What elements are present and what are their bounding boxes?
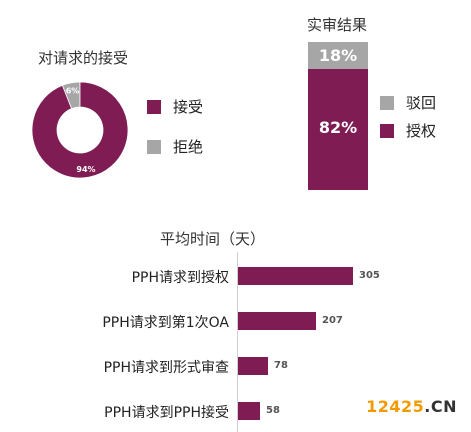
stacked-segment-reject (308, 42, 368, 69)
hbar-value-2: 78 (274, 360, 288, 371)
watermark-dot: . (424, 397, 431, 416)
legend-label-grant: 授权 (406, 122, 437, 140)
donut-slice-label-0: 94% (76, 165, 95, 174)
hbar-category-1: PPH请求到第1次OA (102, 315, 229, 331)
hbar-category-2: PPH请求到形式审查 (103, 360, 229, 376)
legend-swatch-reject (147, 139, 161, 154)
hbar-value-0: 305 (359, 270, 380, 281)
stacked-chart-title: 实审结果 (307, 16, 368, 34)
stacked-legend-grant: 授权 (380, 120, 436, 141)
hbar-bar-2 (238, 357, 268, 375)
hbar-category-0: PPH请求到授权 (131, 270, 229, 286)
stacked-segment-grant (308, 69, 368, 190)
stacked-legend-reject: 驳回 (380, 92, 436, 113)
legend-swatch-grant (380, 123, 394, 138)
stacked-bar: 18% 82% (308, 42, 368, 190)
watermark-suffix: CN (430, 397, 457, 416)
hbar-chart-title: 平均时间（天） (160, 230, 266, 248)
legend-swatch-reject-2 (380, 95, 394, 110)
legend-swatch-accept (147, 99, 161, 114)
hbar-value-3: 58 (266, 405, 280, 416)
watermark-number: 12425 (366, 397, 425, 416)
legend-label-reject-2: 驳回 (406, 94, 437, 112)
stacked-label-grant: 82% (318, 117, 358, 137)
legend-label-reject: 拒绝 (173, 138, 204, 156)
hbar-bar-3 (238, 402, 260, 420)
legend-label-accept: 接受 (173, 98, 204, 116)
donut-legend-accept: 接受 (147, 96, 203, 117)
hbar-bar-1 (238, 312, 316, 330)
donut-chart: 6% 94% (31, 81, 129, 179)
stacked-label-reject: 18% (318, 45, 358, 65)
hbar-bar-0 (238, 267, 353, 285)
hbar-category-3: PPH请求到PPH接受 (104, 405, 229, 421)
site-watermark: 12425.CN (366, 397, 457, 416)
hbar-axis-line (237, 252, 238, 432)
donut-slice-0 (31, 81, 129, 179)
hbar-value-1: 207 (322, 315, 343, 326)
donut-chart-title: 对请求的接受 (38, 49, 129, 67)
donut-slice-label-1: 6% (66, 87, 80, 96)
donut-legend-reject: 拒绝 (147, 136, 203, 157)
